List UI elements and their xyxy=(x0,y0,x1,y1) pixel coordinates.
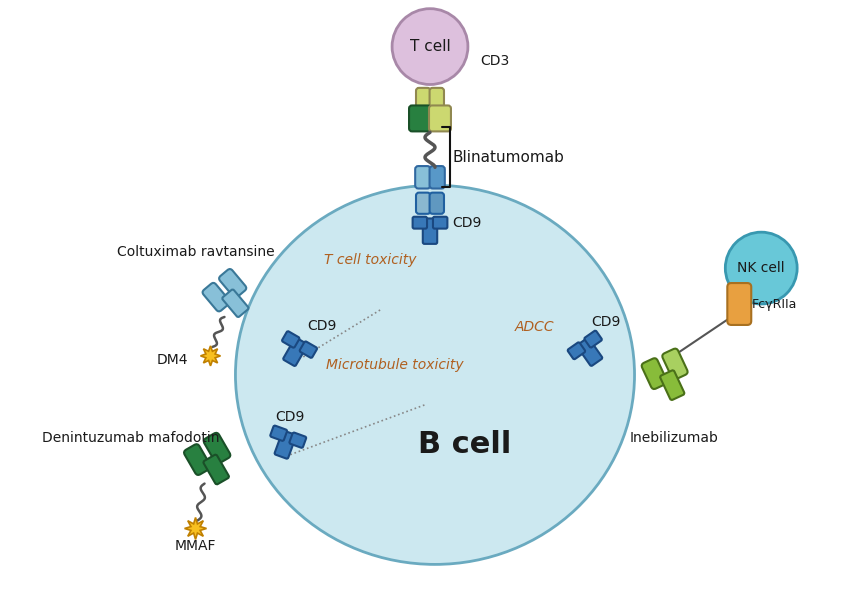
Text: CD9: CD9 xyxy=(592,315,621,329)
FancyBboxPatch shape xyxy=(430,166,445,188)
Text: CD9: CD9 xyxy=(308,319,337,333)
Text: Blinatumomab: Blinatumomab xyxy=(453,150,565,165)
Ellipse shape xyxy=(725,232,797,304)
Text: CD3: CD3 xyxy=(480,53,509,67)
FancyBboxPatch shape xyxy=(204,454,229,484)
FancyBboxPatch shape xyxy=(429,105,451,132)
FancyBboxPatch shape xyxy=(275,431,296,459)
FancyBboxPatch shape xyxy=(271,425,287,441)
Text: CD9: CD9 xyxy=(276,410,305,424)
FancyBboxPatch shape xyxy=(430,88,444,109)
FancyBboxPatch shape xyxy=(222,290,248,317)
Text: ADCC: ADCC xyxy=(515,320,555,334)
FancyBboxPatch shape xyxy=(584,331,602,347)
FancyBboxPatch shape xyxy=(219,269,247,298)
FancyBboxPatch shape xyxy=(568,342,585,359)
Text: CD9: CD9 xyxy=(452,216,481,230)
Text: Denintuzumab mafodotin: Denintuzumab mafodotin xyxy=(42,431,219,445)
FancyBboxPatch shape xyxy=(416,193,430,214)
FancyBboxPatch shape xyxy=(433,217,448,228)
FancyBboxPatch shape xyxy=(409,105,431,132)
Polygon shape xyxy=(200,346,221,366)
FancyBboxPatch shape xyxy=(204,433,230,464)
FancyBboxPatch shape xyxy=(184,444,210,475)
Text: NK cell: NK cell xyxy=(737,261,785,275)
Text: T cell: T cell xyxy=(410,39,450,54)
FancyBboxPatch shape xyxy=(282,331,300,348)
Ellipse shape xyxy=(392,8,468,84)
Text: T cell toxicity: T cell toxicity xyxy=(324,253,417,267)
Text: Coltuximab ravtansine: Coltuximab ravtansine xyxy=(117,245,274,259)
FancyBboxPatch shape xyxy=(283,338,308,366)
Text: MMAF: MMAF xyxy=(174,539,216,553)
FancyBboxPatch shape xyxy=(642,358,667,389)
Ellipse shape xyxy=(235,185,635,564)
Polygon shape xyxy=(185,518,206,539)
FancyBboxPatch shape xyxy=(728,283,752,325)
Text: DM4: DM4 xyxy=(157,353,189,367)
Text: Inebilizumab: Inebilizumab xyxy=(630,431,719,445)
FancyBboxPatch shape xyxy=(423,218,437,244)
FancyBboxPatch shape xyxy=(412,217,427,228)
Text: B cell: B cell xyxy=(418,430,512,459)
Text: FcγRIIa: FcγRIIa xyxy=(752,299,796,311)
FancyBboxPatch shape xyxy=(300,341,317,358)
FancyBboxPatch shape xyxy=(289,433,306,448)
Text: Microtubule toxicity: Microtubule toxicity xyxy=(326,358,464,372)
FancyBboxPatch shape xyxy=(415,166,430,188)
FancyBboxPatch shape xyxy=(662,348,687,379)
FancyBboxPatch shape xyxy=(430,193,444,214)
FancyBboxPatch shape xyxy=(577,338,602,366)
FancyBboxPatch shape xyxy=(416,88,430,109)
FancyBboxPatch shape xyxy=(203,283,229,311)
FancyBboxPatch shape xyxy=(661,370,685,400)
